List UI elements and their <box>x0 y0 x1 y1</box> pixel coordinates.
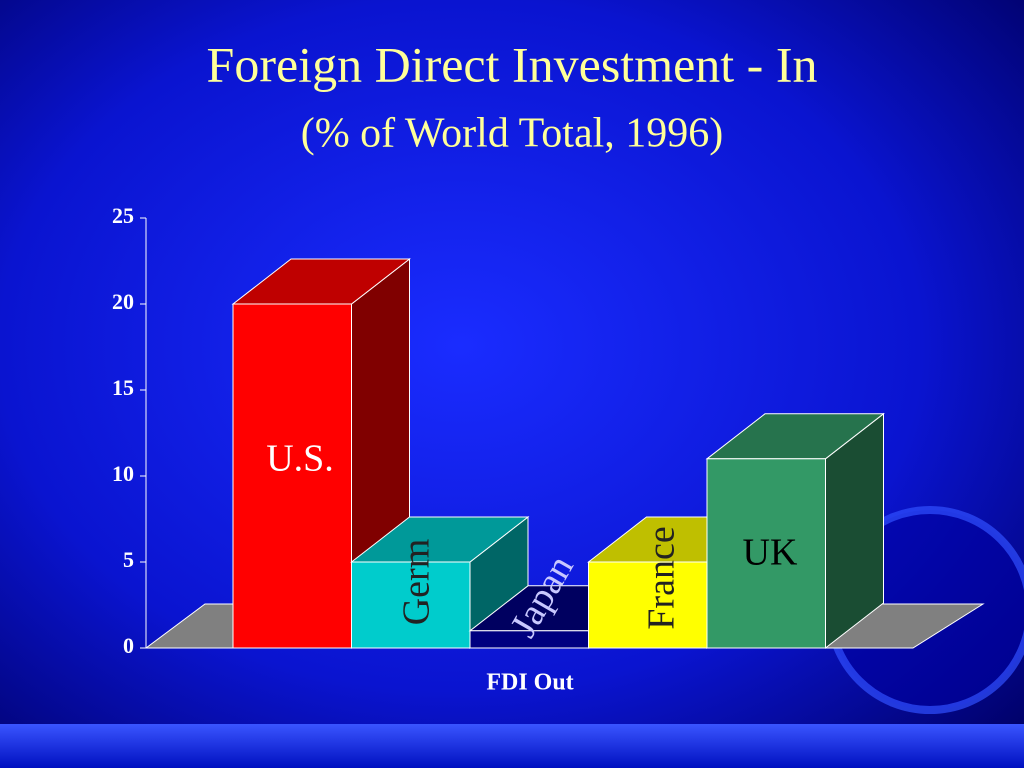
chart-subtitle: (% of World Total, 1996) <box>301 111 724 157</box>
y-tick-label: 10 <box>112 461 134 486</box>
y-tick-label: 15 <box>112 375 134 400</box>
y-tick-label: 5 <box>123 547 134 572</box>
bar-label: Germ <box>396 539 438 626</box>
x-axis-label: FDI Out <box>486 670 573 696</box>
bar <box>588 561 708 649</box>
bar-label: France <box>641 526 683 629</box>
y-tick-label: 25 <box>112 203 134 228</box>
bar <box>706 458 826 649</box>
chart-title: Foreign Direct Investment - In <box>207 36 818 92</box>
bar <box>351 561 471 649</box>
bar-label: U.S. <box>266 438 334 480</box>
y-tick-label: 0 <box>123 633 134 658</box>
bar <box>232 303 352 649</box>
y-tick-label: 20 <box>112 289 134 314</box>
bar-label: UK <box>743 532 798 574</box>
bottom-stripe <box>0 724 1024 768</box>
